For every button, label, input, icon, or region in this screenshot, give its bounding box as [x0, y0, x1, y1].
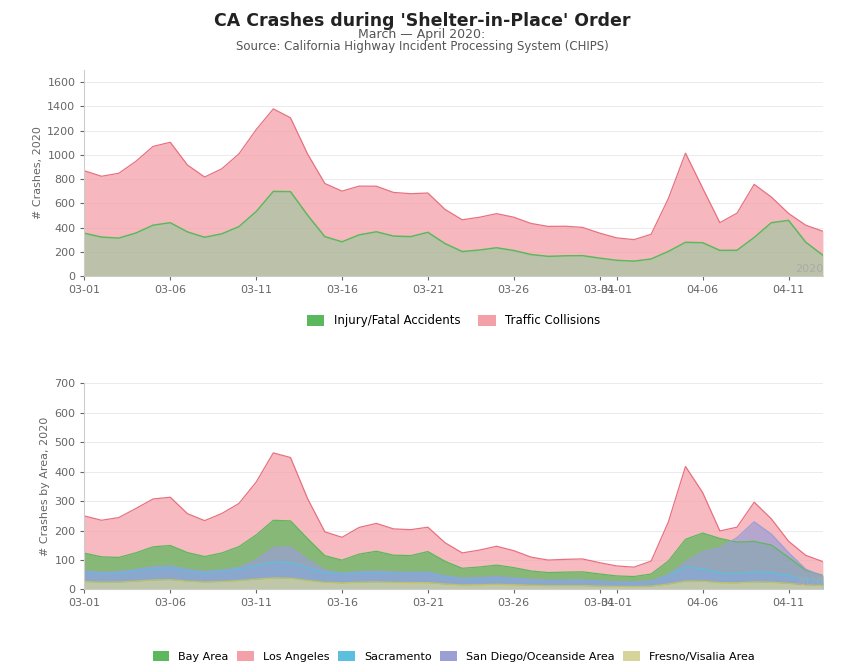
Text: 2020: 2020	[795, 264, 823, 274]
Text: Source: California Highway Incident Processing System (CHIPS): Source: California Highway Incident Proc…	[235, 40, 609, 53]
Legend: Bay Area, Los Angeles, Sacramento, San Diego/Oceanside Area, Fresno/Visalia Area: Bay Area, Los Angeles, Sacramento, San D…	[148, 647, 760, 666]
Legend: Injury/Fatal Accidents, Traffic Collisions: Injury/Fatal Accidents, Traffic Collisio…	[302, 310, 605, 332]
Y-axis label: # Crashes, 2020: # Crashes, 2020	[33, 127, 43, 219]
Text: CA Crashes during 'Shelter-in-Place' Order: CA Crashes during 'Shelter-in-Place' Ord…	[214, 12, 630, 30]
Text: 2020: 2020	[795, 577, 823, 587]
Y-axis label: # Crashes by Area, 2020: # Crashes by Area, 2020	[40, 417, 50, 556]
Text: March — April 2020:: March — April 2020:	[359, 28, 485, 41]
